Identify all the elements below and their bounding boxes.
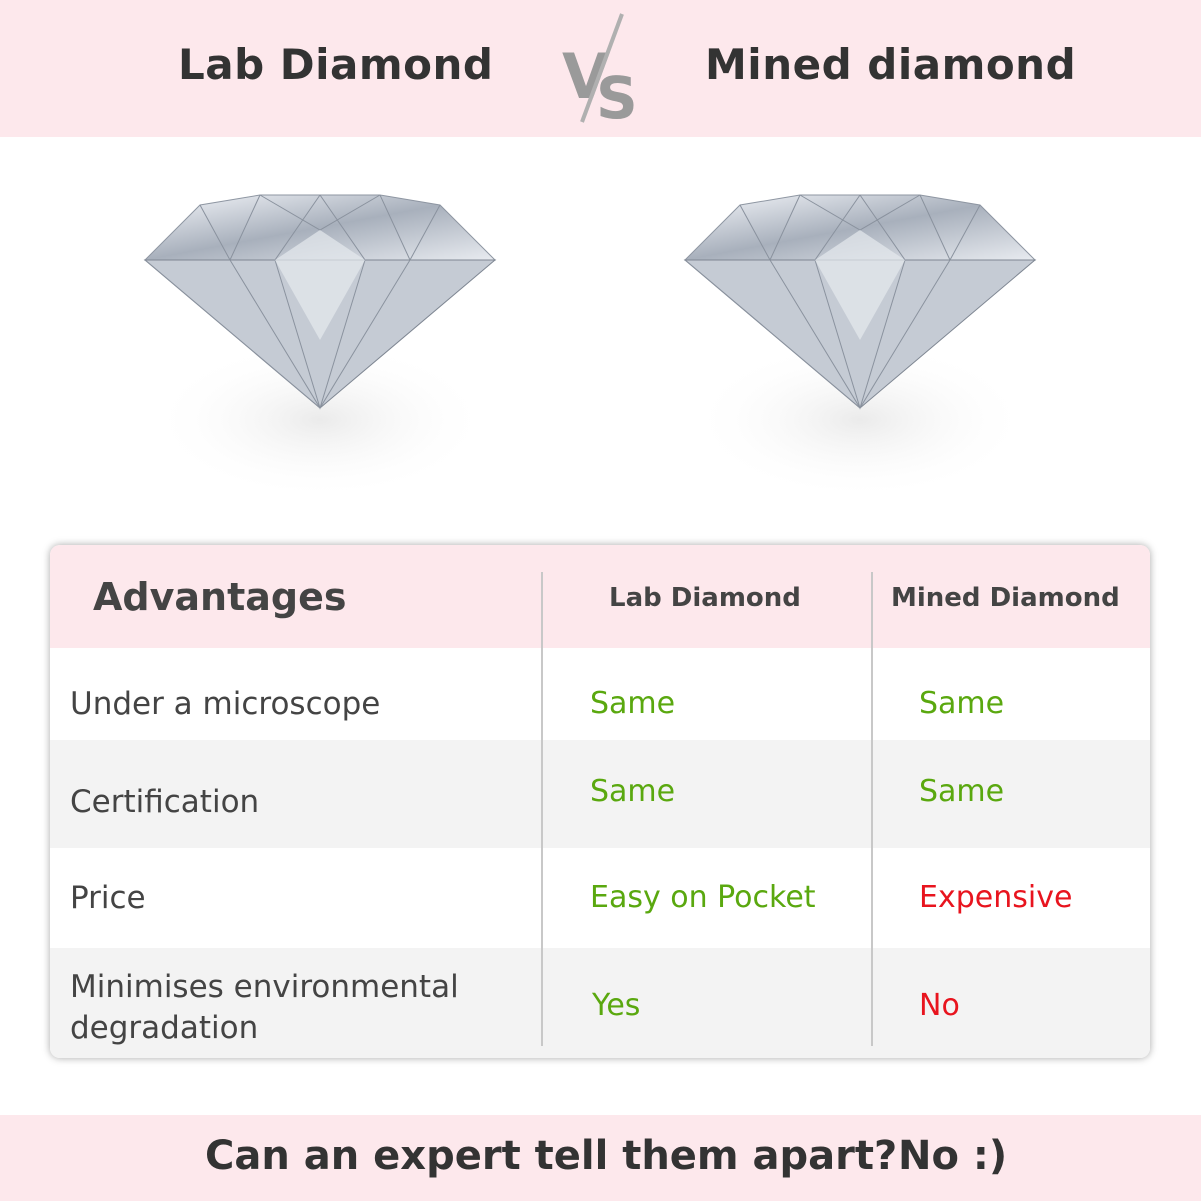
row-label: Under a microscope: [70, 686, 381, 722]
footer-question: Can an expert tell them apart?: [205, 1133, 898, 1179]
header-mined-diamond: Mined Diamond: [891, 583, 1120, 613]
header-lab-diamond: Lab Diamond: [609, 583, 801, 613]
header-advantages: Advantages: [93, 575, 347, 619]
table-row: Price Easy on Pocket Expensive: [50, 848, 1150, 948]
mined-value: Same: [919, 774, 1005, 809]
table-row: Minimises environmental degradation Yes …: [50, 948, 1150, 1058]
column-divider: [541, 572, 543, 1046]
footer-band: [0, 1115, 1201, 1201]
row-label: Minimises environmental degradation: [70, 969, 459, 1046]
row-label: Certification: [70, 784, 260, 820]
vs-logo: V S: [562, 13, 638, 125]
mined-value: Expensive: [919, 880, 1073, 915]
mined-value: Same: [919, 686, 1005, 721]
lab-diamond-image: [143, 194, 497, 500]
lab-value: Same: [590, 686, 676, 721]
mined-diamond-title: Mined diamond: [705, 40, 1077, 89]
lab-value: Yes: [592, 988, 641, 1023]
lab-diamond-title: Lab Diamond: [178, 40, 494, 89]
lab-value: Same: [590, 774, 676, 809]
column-divider: [871, 572, 873, 1046]
table-row: Certification Same Same: [50, 740, 1150, 848]
mined-value: No: [919, 988, 960, 1023]
mined-diamond-image: [683, 194, 1037, 500]
footer-answer: No :): [898, 1133, 1008, 1179]
row-label: Price: [70, 880, 146, 916]
svg-text:S: S: [596, 64, 638, 125]
table-header-row: Advantages Lab Diamond Mined Diamond: [50, 545, 1150, 648]
table-row: Under a microscope Same Same: [50, 648, 1150, 740]
lab-value: Easy on Pocket: [590, 880, 816, 915]
svg-text:V: V: [562, 40, 610, 113]
comparison-table: Advantages Lab Diamond Mined Diamond Und…: [50, 545, 1150, 1058]
